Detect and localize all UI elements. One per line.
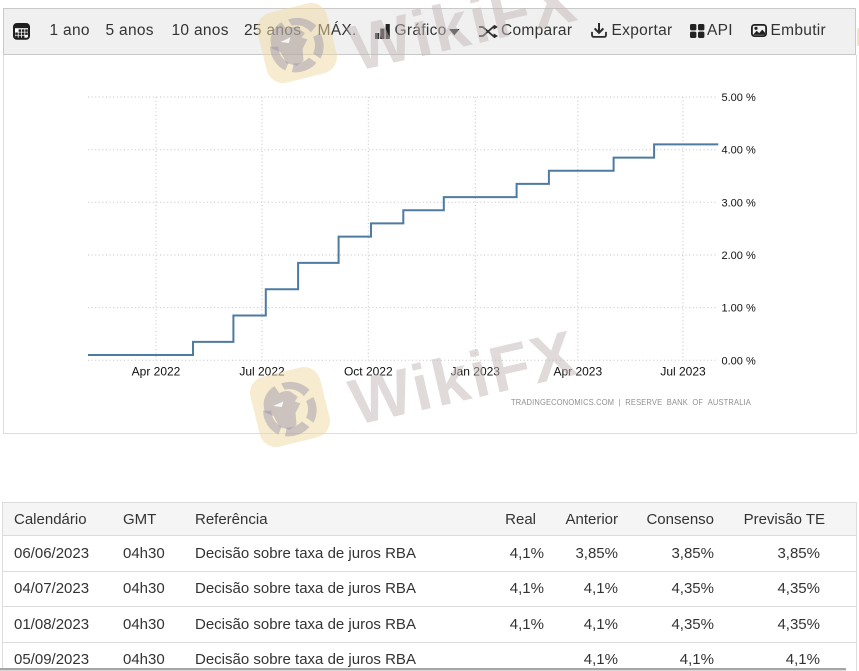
svg-text:5.00 %: 5.00 %: [722, 92, 756, 104]
svg-text:2.00 %: 2.00 %: [722, 250, 756, 262]
svg-text:4.00 %: 4.00 %: [722, 145, 756, 157]
svg-text:Jan 2023: Jan 2023: [451, 365, 501, 379]
svg-text:1.00 %: 1.00 %: [722, 303, 756, 315]
svg-text:TRADINGECONOMICS.COM | RESER: TRADINGECONOMICS.COM | RESERVE BANK OF A…: [511, 397, 751, 407]
svg-text:Apr 2022: Apr 2022: [132, 365, 181, 379]
svg-text:3.00 %: 3.00 %: [722, 197, 756, 209]
svg-text:Apr 2023: Apr 2023: [553, 365, 602, 379]
svg-text:Jul 2023: Jul 2023: [660, 365, 706, 379]
svg-text:Oct 2022: Oct 2022: [344, 365, 393, 379]
svg-text:0.00 %: 0.00 %: [722, 355, 756, 367]
svg-text:Jul 2022: Jul 2022: [239, 365, 285, 379]
